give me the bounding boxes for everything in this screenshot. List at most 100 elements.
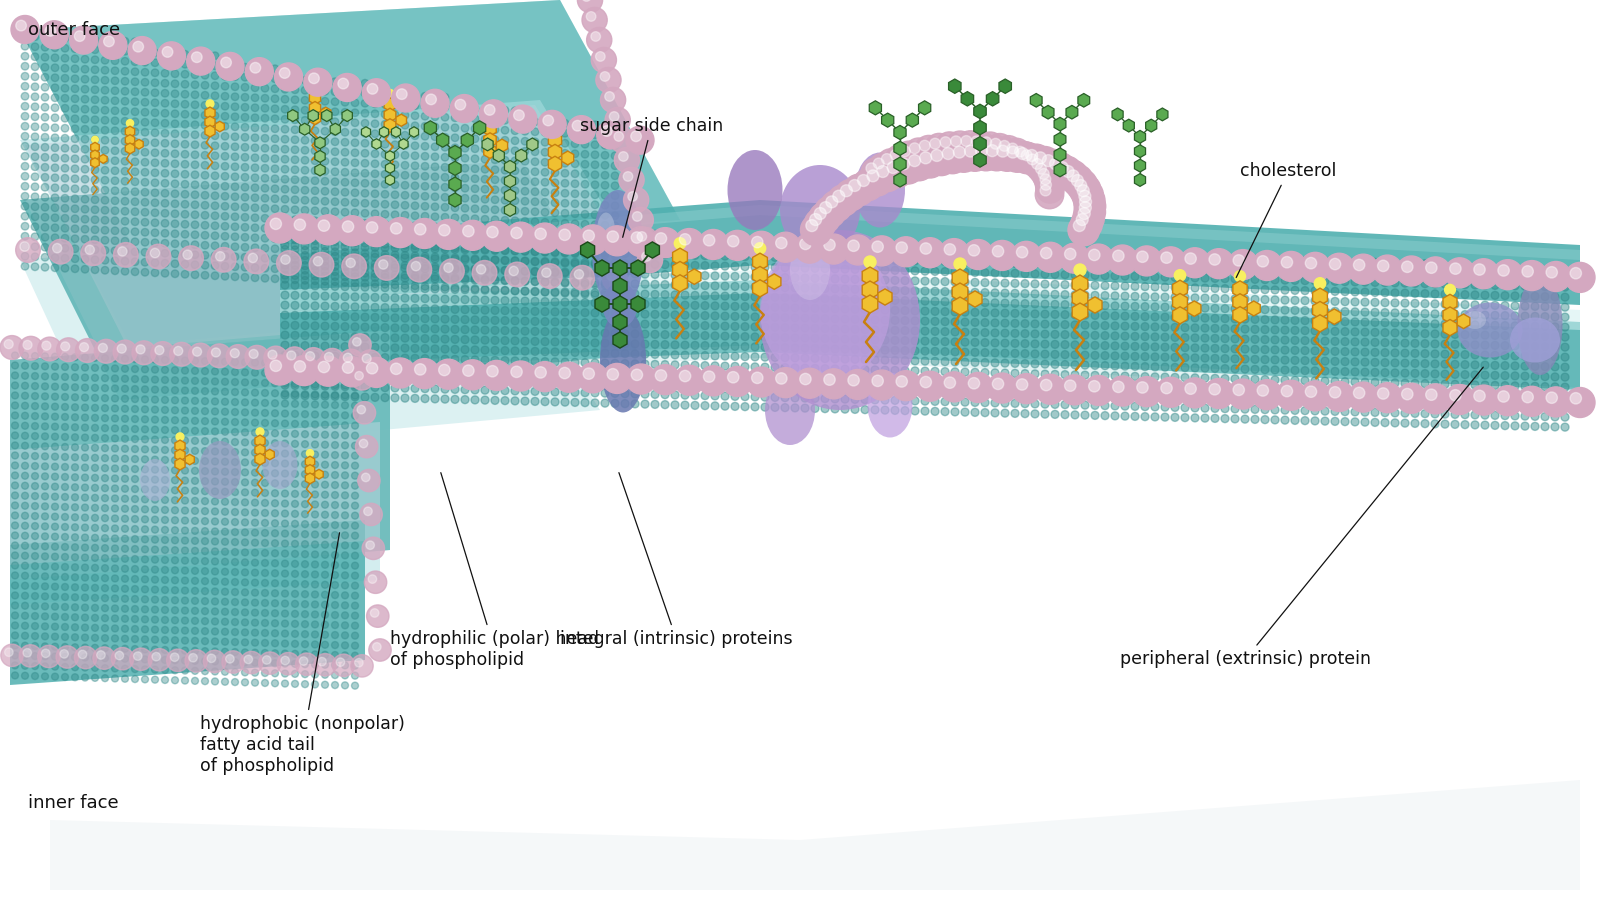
Circle shape (21, 463, 29, 469)
Circle shape (42, 503, 48, 509)
Circle shape (242, 439, 248, 446)
Circle shape (642, 360, 650, 368)
Circle shape (731, 332, 739, 340)
Circle shape (149, 649, 171, 671)
Circle shape (101, 435, 109, 442)
Circle shape (592, 221, 598, 229)
Circle shape (91, 246, 99, 254)
Circle shape (762, 284, 770, 291)
Circle shape (482, 215, 490, 223)
Circle shape (451, 284, 459, 292)
Circle shape (621, 300, 629, 308)
Circle shape (1510, 342, 1518, 350)
Circle shape (162, 140, 170, 147)
Circle shape (870, 296, 878, 304)
Circle shape (1350, 368, 1358, 376)
Circle shape (491, 206, 499, 213)
Circle shape (211, 368, 219, 375)
Circle shape (1061, 320, 1069, 328)
Circle shape (451, 144, 459, 151)
Circle shape (261, 609, 269, 617)
Circle shape (581, 289, 589, 297)
Circle shape (181, 50, 189, 58)
Circle shape (301, 531, 309, 537)
Circle shape (112, 465, 118, 472)
Circle shape (187, 47, 214, 75)
Circle shape (1171, 333, 1179, 341)
Circle shape (282, 351, 290, 359)
Circle shape (1110, 292, 1118, 300)
Circle shape (51, 593, 59, 600)
Polygon shape (1054, 163, 1066, 176)
Circle shape (1171, 403, 1179, 411)
Circle shape (381, 111, 389, 118)
Circle shape (322, 401, 328, 409)
Circle shape (251, 680, 259, 686)
Circle shape (971, 358, 979, 366)
Circle shape (42, 472, 48, 480)
Circle shape (656, 370, 667, 381)
Circle shape (710, 402, 718, 410)
Circle shape (381, 324, 389, 331)
Circle shape (931, 408, 939, 416)
Circle shape (272, 650, 278, 657)
Circle shape (1021, 270, 1029, 277)
Circle shape (1181, 293, 1189, 302)
Circle shape (586, 12, 595, 22)
Circle shape (842, 245, 850, 253)
Circle shape (949, 140, 979, 172)
Circle shape (971, 136, 982, 147)
Circle shape (1381, 399, 1389, 407)
Circle shape (1482, 341, 1490, 349)
Circle shape (11, 422, 19, 429)
Circle shape (291, 226, 299, 233)
Circle shape (390, 304, 398, 312)
Circle shape (741, 253, 749, 261)
Circle shape (910, 387, 918, 395)
Circle shape (1261, 285, 1269, 293)
Circle shape (112, 147, 118, 155)
Circle shape (994, 136, 1022, 164)
Circle shape (470, 226, 478, 234)
Circle shape (352, 362, 358, 369)
Circle shape (485, 112, 494, 122)
Circle shape (32, 43, 38, 50)
Circle shape (661, 301, 669, 309)
Circle shape (11, 562, 19, 569)
Circle shape (750, 382, 758, 391)
Circle shape (301, 551, 309, 558)
Circle shape (381, 230, 389, 238)
Circle shape (72, 574, 78, 580)
Circle shape (301, 347, 325, 372)
Circle shape (1461, 381, 1469, 389)
Polygon shape (91, 158, 99, 167)
Circle shape (1331, 377, 1339, 385)
Circle shape (1442, 340, 1450, 348)
Circle shape (1451, 291, 1459, 299)
Circle shape (1088, 249, 1101, 261)
Circle shape (296, 653, 318, 675)
Circle shape (1221, 355, 1229, 363)
Circle shape (1131, 342, 1139, 350)
Circle shape (1442, 350, 1450, 358)
Circle shape (331, 353, 339, 360)
Circle shape (82, 434, 88, 441)
Circle shape (32, 433, 38, 439)
Circle shape (1171, 303, 1179, 311)
Circle shape (1181, 403, 1189, 411)
Circle shape (411, 272, 419, 280)
Circle shape (650, 228, 680, 257)
Circle shape (642, 252, 651, 261)
Circle shape (821, 265, 829, 273)
Circle shape (251, 204, 259, 212)
Circle shape (882, 276, 890, 284)
Circle shape (202, 61, 208, 69)
Circle shape (1110, 252, 1118, 260)
Circle shape (331, 178, 339, 185)
Circle shape (282, 95, 290, 103)
Circle shape (541, 398, 549, 406)
Circle shape (1181, 264, 1189, 272)
Circle shape (314, 215, 342, 245)
Circle shape (114, 243, 138, 267)
Circle shape (42, 264, 50, 271)
